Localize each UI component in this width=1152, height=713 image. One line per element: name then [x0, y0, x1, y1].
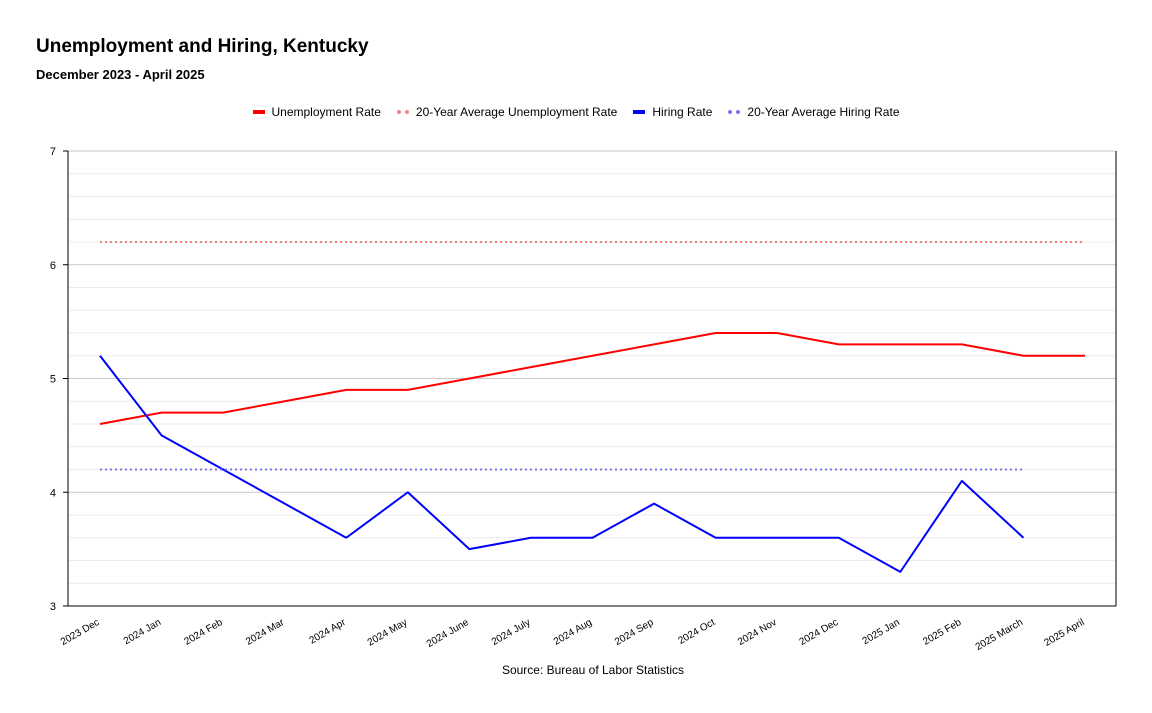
legend-swatch-avg-hiring [728, 110, 741, 114]
x-tick-label: 2024 Feb [183, 617, 225, 648]
legend-swatch-avg-unemployment [396, 110, 409, 114]
x-tick-label: 2024 July [490, 617, 533, 648]
x-tick-label: 2024 Mar [244, 617, 287, 648]
legend-swatch-unemployment [252, 110, 265, 114]
x-tick-label: 2024 Jan [122, 617, 163, 647]
series-line-2 [99, 355, 1025, 573]
x-tick-label: 2024 Apr [308, 617, 349, 647]
legend-item-unemployment[interactable]: Unemployment Rate [252, 105, 381, 119]
series-line-0 [99, 332, 1085, 425]
legend-label-hiring: Hiring Rate [652, 105, 713, 119]
x-tick-label: 2024 Nov [736, 617, 779, 648]
chart-subtitle: December 2023 - April 2025 [36, 67, 205, 82]
y-tick-label: 4 [50, 487, 56, 499]
x-tick-label: 2025 March [974, 617, 1025, 653]
x-tick-label: 2025 April [1042, 617, 1086, 649]
x-tick-label: 2024 Aug [552, 617, 594, 648]
legend-label-avg-hiring: 20-Year Average Hiring Rate [747, 105, 900, 119]
x-tick-label: 2024 June [425, 617, 471, 650]
x-tick-label: 2024 Dec [798, 617, 841, 648]
x-tick-label: 2024 Sep [613, 617, 656, 648]
x-tick-label: 2023 Dec [59, 617, 102, 648]
legend-label-unemployment: Unemployment Rate [271, 105, 381, 119]
legend-label-avg-unemployment: 20-Year Average Unemployment Rate [415, 105, 618, 119]
y-tick-label: 3 [50, 601, 56, 613]
legend-item-avg-unemployment[interactable]: 20-Year Average Unemployment Rate [396, 105, 618, 119]
y-tick-label: 6 [50, 260, 56, 272]
x-tick-label: 2025 Feb [921, 617, 963, 648]
y-tick-label: 5 [50, 374, 56, 386]
legend-item-avg-hiring[interactable]: 20-Year Average Hiring Rate [728, 105, 900, 119]
x-tick-label: 2024 Oct [676, 617, 717, 647]
x-tick-label: 2025 Jan [861, 617, 902, 647]
y-tick-label: 7 [50, 146, 56, 158]
x-tick-label: 2024 May [366, 617, 410, 648]
legend: Unemployment Rate 20-Year Average Unempl… [0, 105, 1152, 119]
legend-swatch-hiring [633, 110, 646, 114]
chart-title: Unemployment and Hiring, Kentucky [36, 36, 369, 57]
legend-item-hiring[interactable]: Hiring Rate [633, 105, 712, 119]
source-note: Source: Bureau of Labor Statistics [501, 663, 685, 677]
